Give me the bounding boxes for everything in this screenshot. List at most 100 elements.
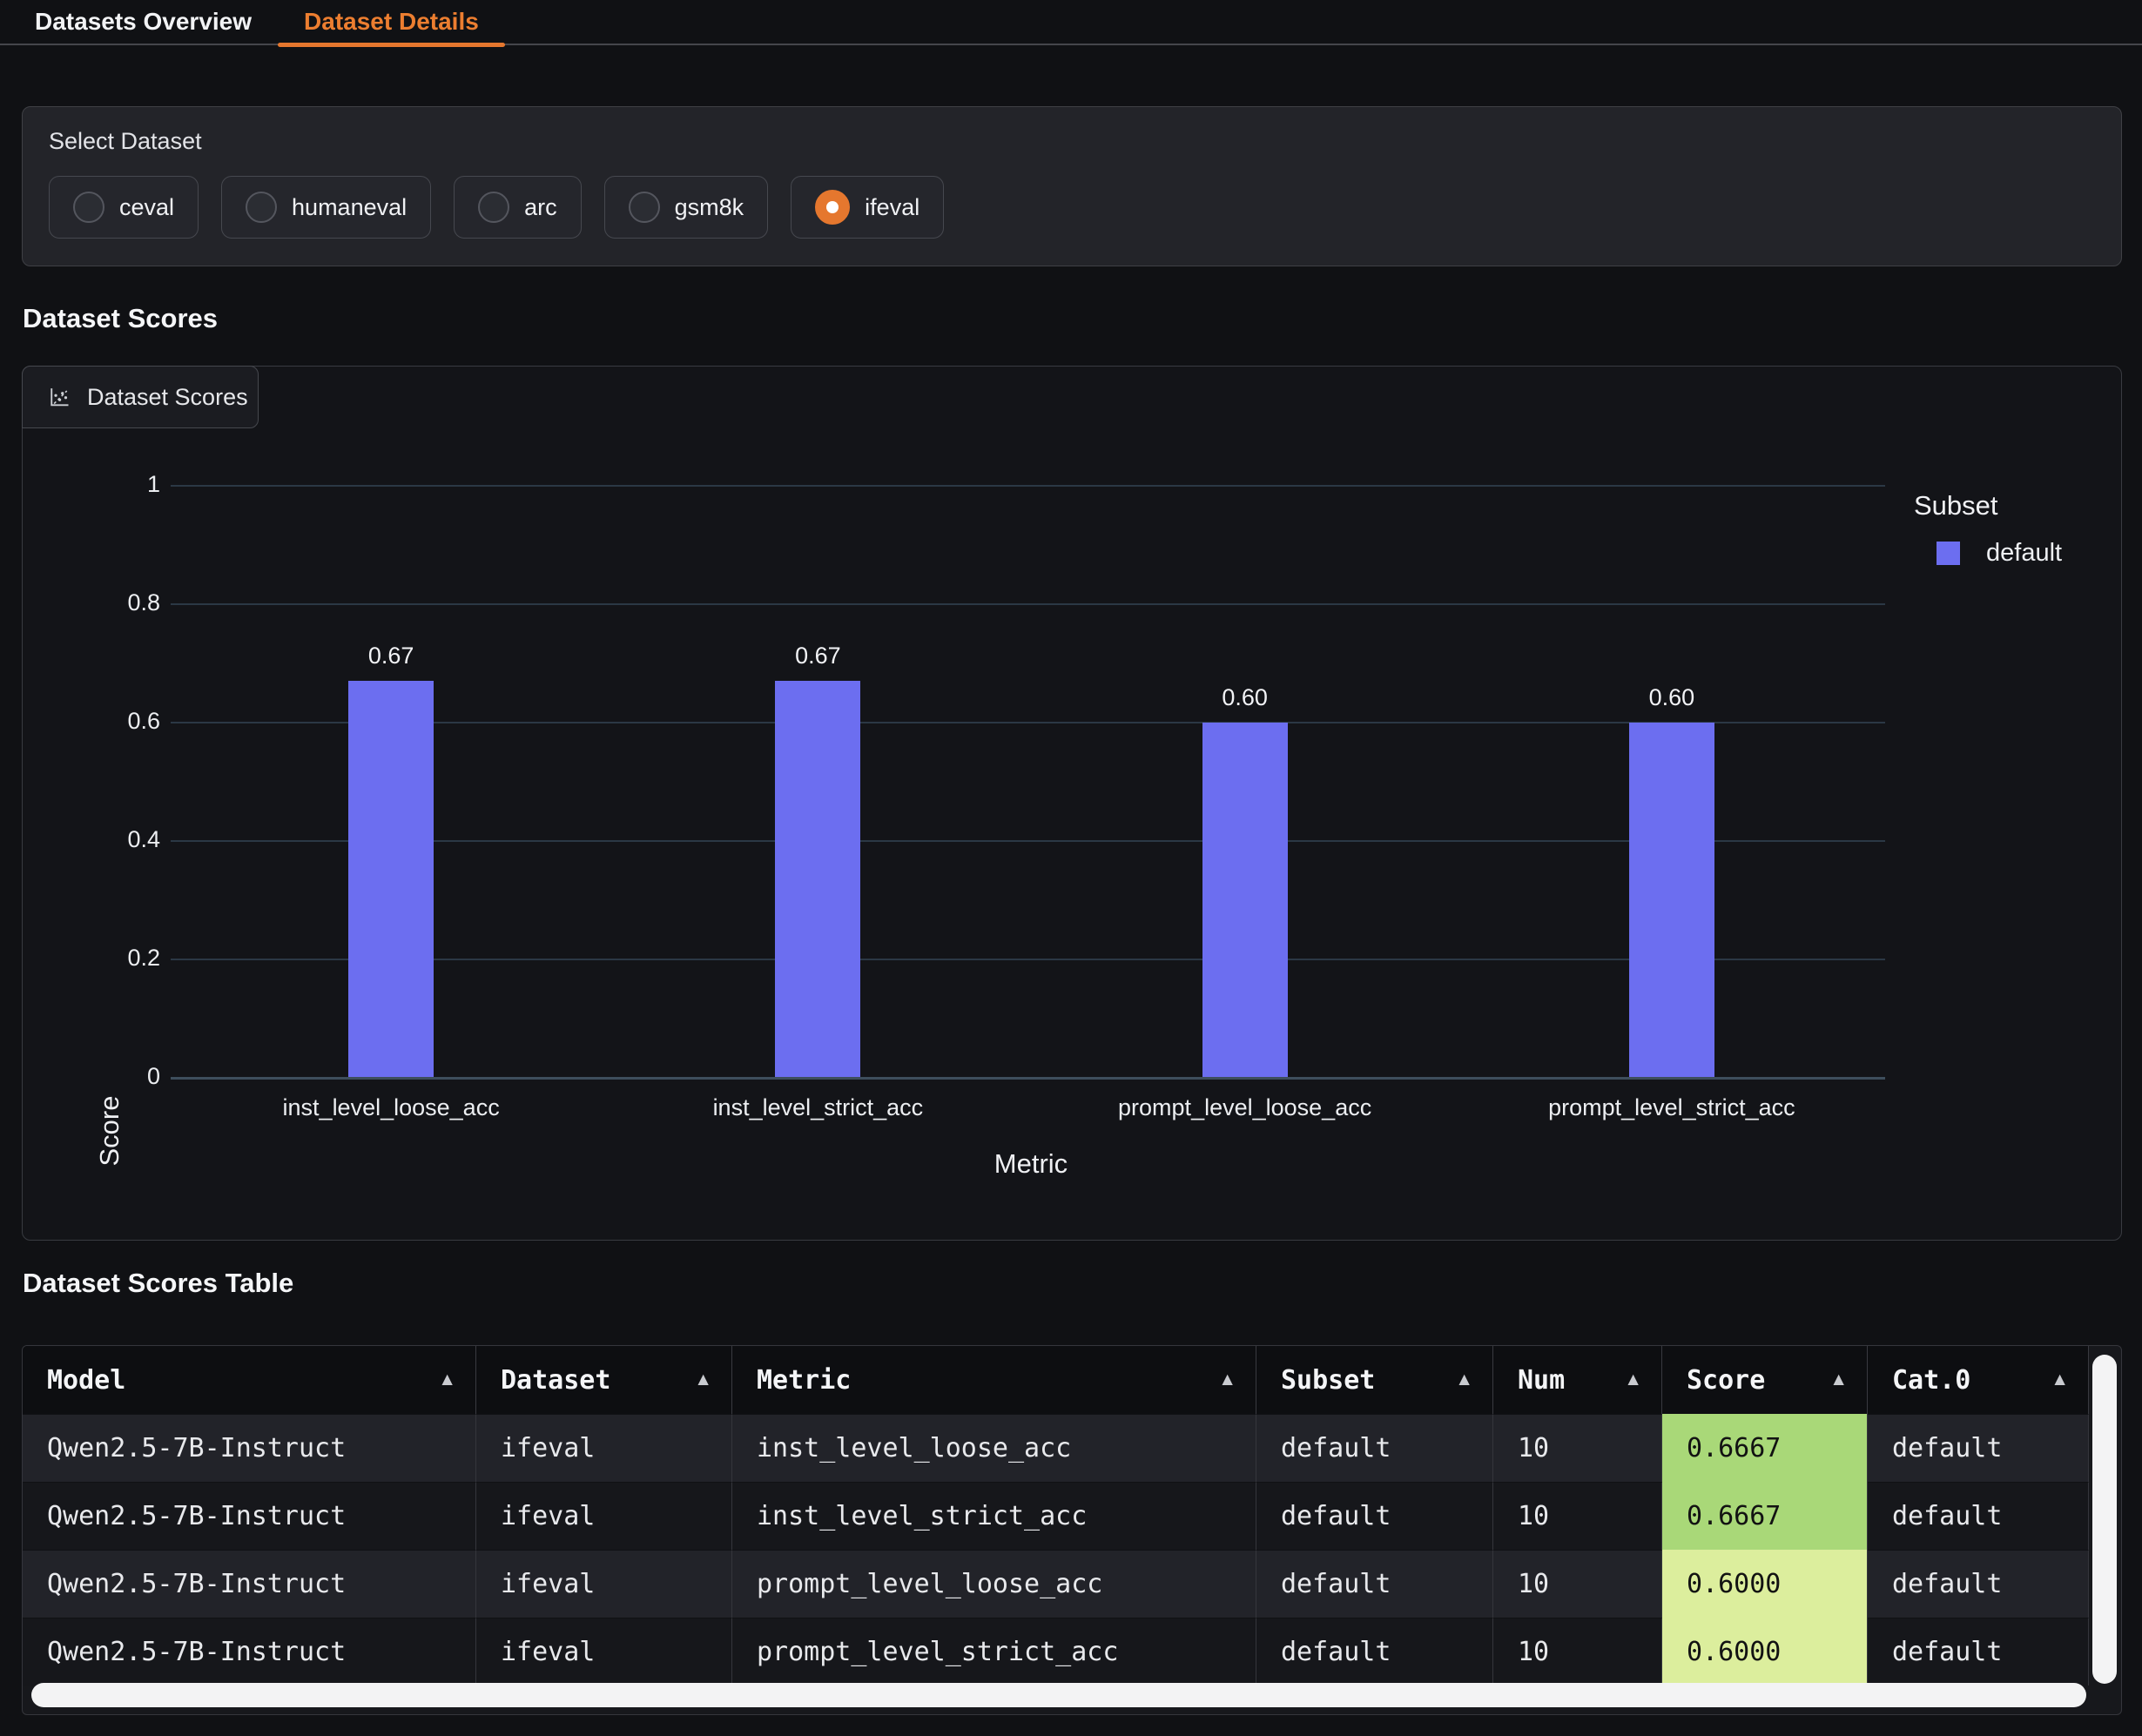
- column-header-model[interactable]: Model ▲: [23, 1346, 476, 1414]
- column-header-label: Subset: [1281, 1364, 1376, 1396]
- sort-ascending-icon: ▲: [1218, 1369, 1236, 1389]
- radio-option-label: ceval: [119, 193, 175, 220]
- sort-ascending-icon: ▲: [1455, 1369, 1473, 1389]
- table-cell: ifeval: [476, 1550, 732, 1618]
- x-axis-title: Metric: [994, 1148, 1068, 1179]
- table-vertical-scrollbar[interactable]: [2092, 1355, 2117, 1684]
- radio-option-humaneval[interactable]: humaneval: [221, 176, 432, 239]
- x-tick-label: prompt_level_loose_acc: [1118, 1094, 1372, 1120]
- bar-inst_level_loose_acc: [348, 681, 434, 1077]
- x-tick-label: inst_level_loose_acc: [282, 1094, 500, 1120]
- column-header-metric[interactable]: Metric ▲: [732, 1346, 1256, 1414]
- table-cell: default: [1868, 1414, 2089, 1482]
- scatter-plot-icon: [47, 385, 71, 409]
- y-tick-label: 0.6: [127, 708, 160, 734]
- radio-selected-icon: [815, 190, 851, 225]
- gridline: [171, 485, 1885, 487]
- radio-option-ifeval[interactable]: ifeval: [791, 176, 945, 239]
- x-tick-label: inst_level_strict_acc: [712, 1094, 924, 1120]
- chart-legend: Subset default: [1914, 490, 2062, 568]
- dataset-scores-table-heading: Dataset Scores Table: [23, 1268, 294, 1298]
- sort-ascending-icon: ▲: [438, 1369, 456, 1389]
- score-cell: 0.6667: [1662, 1414, 1868, 1482]
- plot-panel-label: Dataset Scores: [22, 366, 259, 428]
- score-cell: 0.6000: [1662, 1550, 1868, 1618]
- legend-entry-label: default: [1986, 539, 2063, 567]
- table-cell: 10: [1493, 1550, 1662, 1618]
- gridline: [171, 603, 1885, 605]
- radio-option-label: gsm8k: [674, 193, 744, 220]
- y-tick-label: 0.4: [127, 826, 160, 852]
- y-tick-label: 0.8: [127, 589, 160, 616]
- sort-ascending-icon: ▲: [694, 1369, 712, 1389]
- column-header-dataset[interactable]: Dataset ▲: [476, 1346, 732, 1414]
- table-cell: ifeval: [476, 1482, 732, 1550]
- radio-unselected-icon: [628, 192, 660, 223]
- table-cell: default: [1256, 1550, 1493, 1618]
- column-header-label: Num: [1518, 1364, 1566, 1396]
- plot-panel-label-text: Dataset Scores: [87, 383, 248, 410]
- table-cell: Qwen2.5-7B-Instruct: [23, 1414, 476, 1482]
- bar-inst_level_strict_acc: [775, 681, 861, 1077]
- radio-option-gsm8k[interactable]: gsm8k: [603, 176, 769, 239]
- x-axis-line: [171, 1077, 1885, 1080]
- dataset-scores-chart: Score Metric Subset default 0 0.2 0.4 0.6 0.…: [23, 367, 2121, 1240]
- table-cell: ifeval: [476, 1414, 732, 1482]
- select-dataset-panel: Select Dataset ceval humaneval arc gsm8k ife…: [22, 106, 2122, 266]
- bar-value-label: 0.60: [1222, 684, 1268, 710]
- gridline: [171, 840, 1885, 842]
- plot-panel: Dataset Scores Score Metric Subset defau…: [22, 366, 2122, 1241]
- radio-option-label: ifeval: [865, 193, 920, 220]
- table-cell: 10: [1493, 1482, 1662, 1550]
- column-header-cat-0[interactable]: Cat.0 ▲: [1868, 1346, 2089, 1414]
- column-header-label: Score: [1687, 1364, 1766, 1396]
- table-cell: inst_level_loose_acc: [732, 1414, 1256, 1482]
- radio-unselected-icon: [73, 192, 104, 223]
- column-header-subset[interactable]: Subset ▲: [1256, 1346, 1493, 1414]
- dataset-scores-heading: Dataset Scores: [23, 303, 219, 333]
- radio-option-ceval[interactable]: ceval: [49, 176, 199, 239]
- column-header-label: Cat.0: [1892, 1364, 1971, 1396]
- sort-ascending-icon: ▲: [2051, 1369, 2069, 1389]
- x-tick-label: prompt_level_strict_acc: [1548, 1094, 1795, 1120]
- legend-swatch: [1937, 542, 1960, 565]
- column-header-num[interactable]: Num ▲: [1493, 1346, 1662, 1414]
- table-cell: default: [1256, 1414, 1493, 1482]
- bar-prompt_level_loose_acc: [1202, 723, 1288, 1077]
- table-grid: Model ▲ Dataset ▲ Metric ▲ Subset ▲ Num ▲ Score ▲ Ca…: [23, 1346, 2121, 1686]
- legend-entry-default[interactable]: default: [1937, 539, 2062, 568]
- table-cell: Qwen2.5-7B-Instruct: [23, 1618, 476, 1686]
- gridline: [171, 959, 1885, 960]
- tab-datasets-overview[interactable]: Datasets Overview: [35, 8, 253, 35]
- y-tick-label: 0: [146, 1063, 160, 1089]
- sort-ascending-icon: ▲: [1624, 1369, 1642, 1389]
- table-cell: Qwen2.5-7B-Instruct: [23, 1482, 476, 1550]
- dataset-scores-table: Model ▲ Dataset ▲ Metric ▲ Subset ▲ Num ▲ Score ▲ Ca…: [22, 1345, 2122, 1715]
- table-cell: default: [1868, 1550, 2089, 1618]
- top-tab-bar: Datasets Overview Dataset Details: [0, 0, 2142, 47]
- score-cell: 0.6000: [1662, 1618, 1868, 1686]
- bar-value-label: 0.67: [367, 643, 414, 670]
- column-header-label: Dataset: [501, 1364, 611, 1396]
- y-axis-title: Score: [94, 1095, 125, 1167]
- bar-value-label: 0.60: [1648, 684, 1695, 710]
- table-horizontal-scrollbar[interactable]: [31, 1683, 2086, 1707]
- table-cell: default: [1256, 1618, 1493, 1686]
- radio-option-label: arc: [524, 193, 557, 220]
- table-cell: default: [1868, 1482, 2089, 1550]
- table-cell: default: [1256, 1482, 1493, 1550]
- radio-unselected-icon: [478, 192, 510, 223]
- table-cell: 10: [1493, 1618, 1662, 1686]
- table-cell: prompt_level_loose_acc: [732, 1550, 1256, 1618]
- tab-dataset-details[interactable]: Dataset Details: [278, 0, 505, 47]
- gridline: [171, 722, 1885, 723]
- table-cell: 10: [1493, 1414, 1662, 1482]
- sort-ascending-icon: ▲: [1829, 1369, 1848, 1389]
- radio-option-arc[interactable]: arc: [454, 176, 582, 239]
- y-tick-label: 1: [146, 471, 160, 497]
- y-tick-label: 0.2: [127, 945, 160, 971]
- column-header-score[interactable]: Score ▲: [1662, 1346, 1868, 1414]
- table-cell: prompt_level_strict_acc: [732, 1618, 1256, 1686]
- column-header-label: Model: [47, 1364, 126, 1396]
- radio-option-label: humaneval: [292, 193, 408, 220]
